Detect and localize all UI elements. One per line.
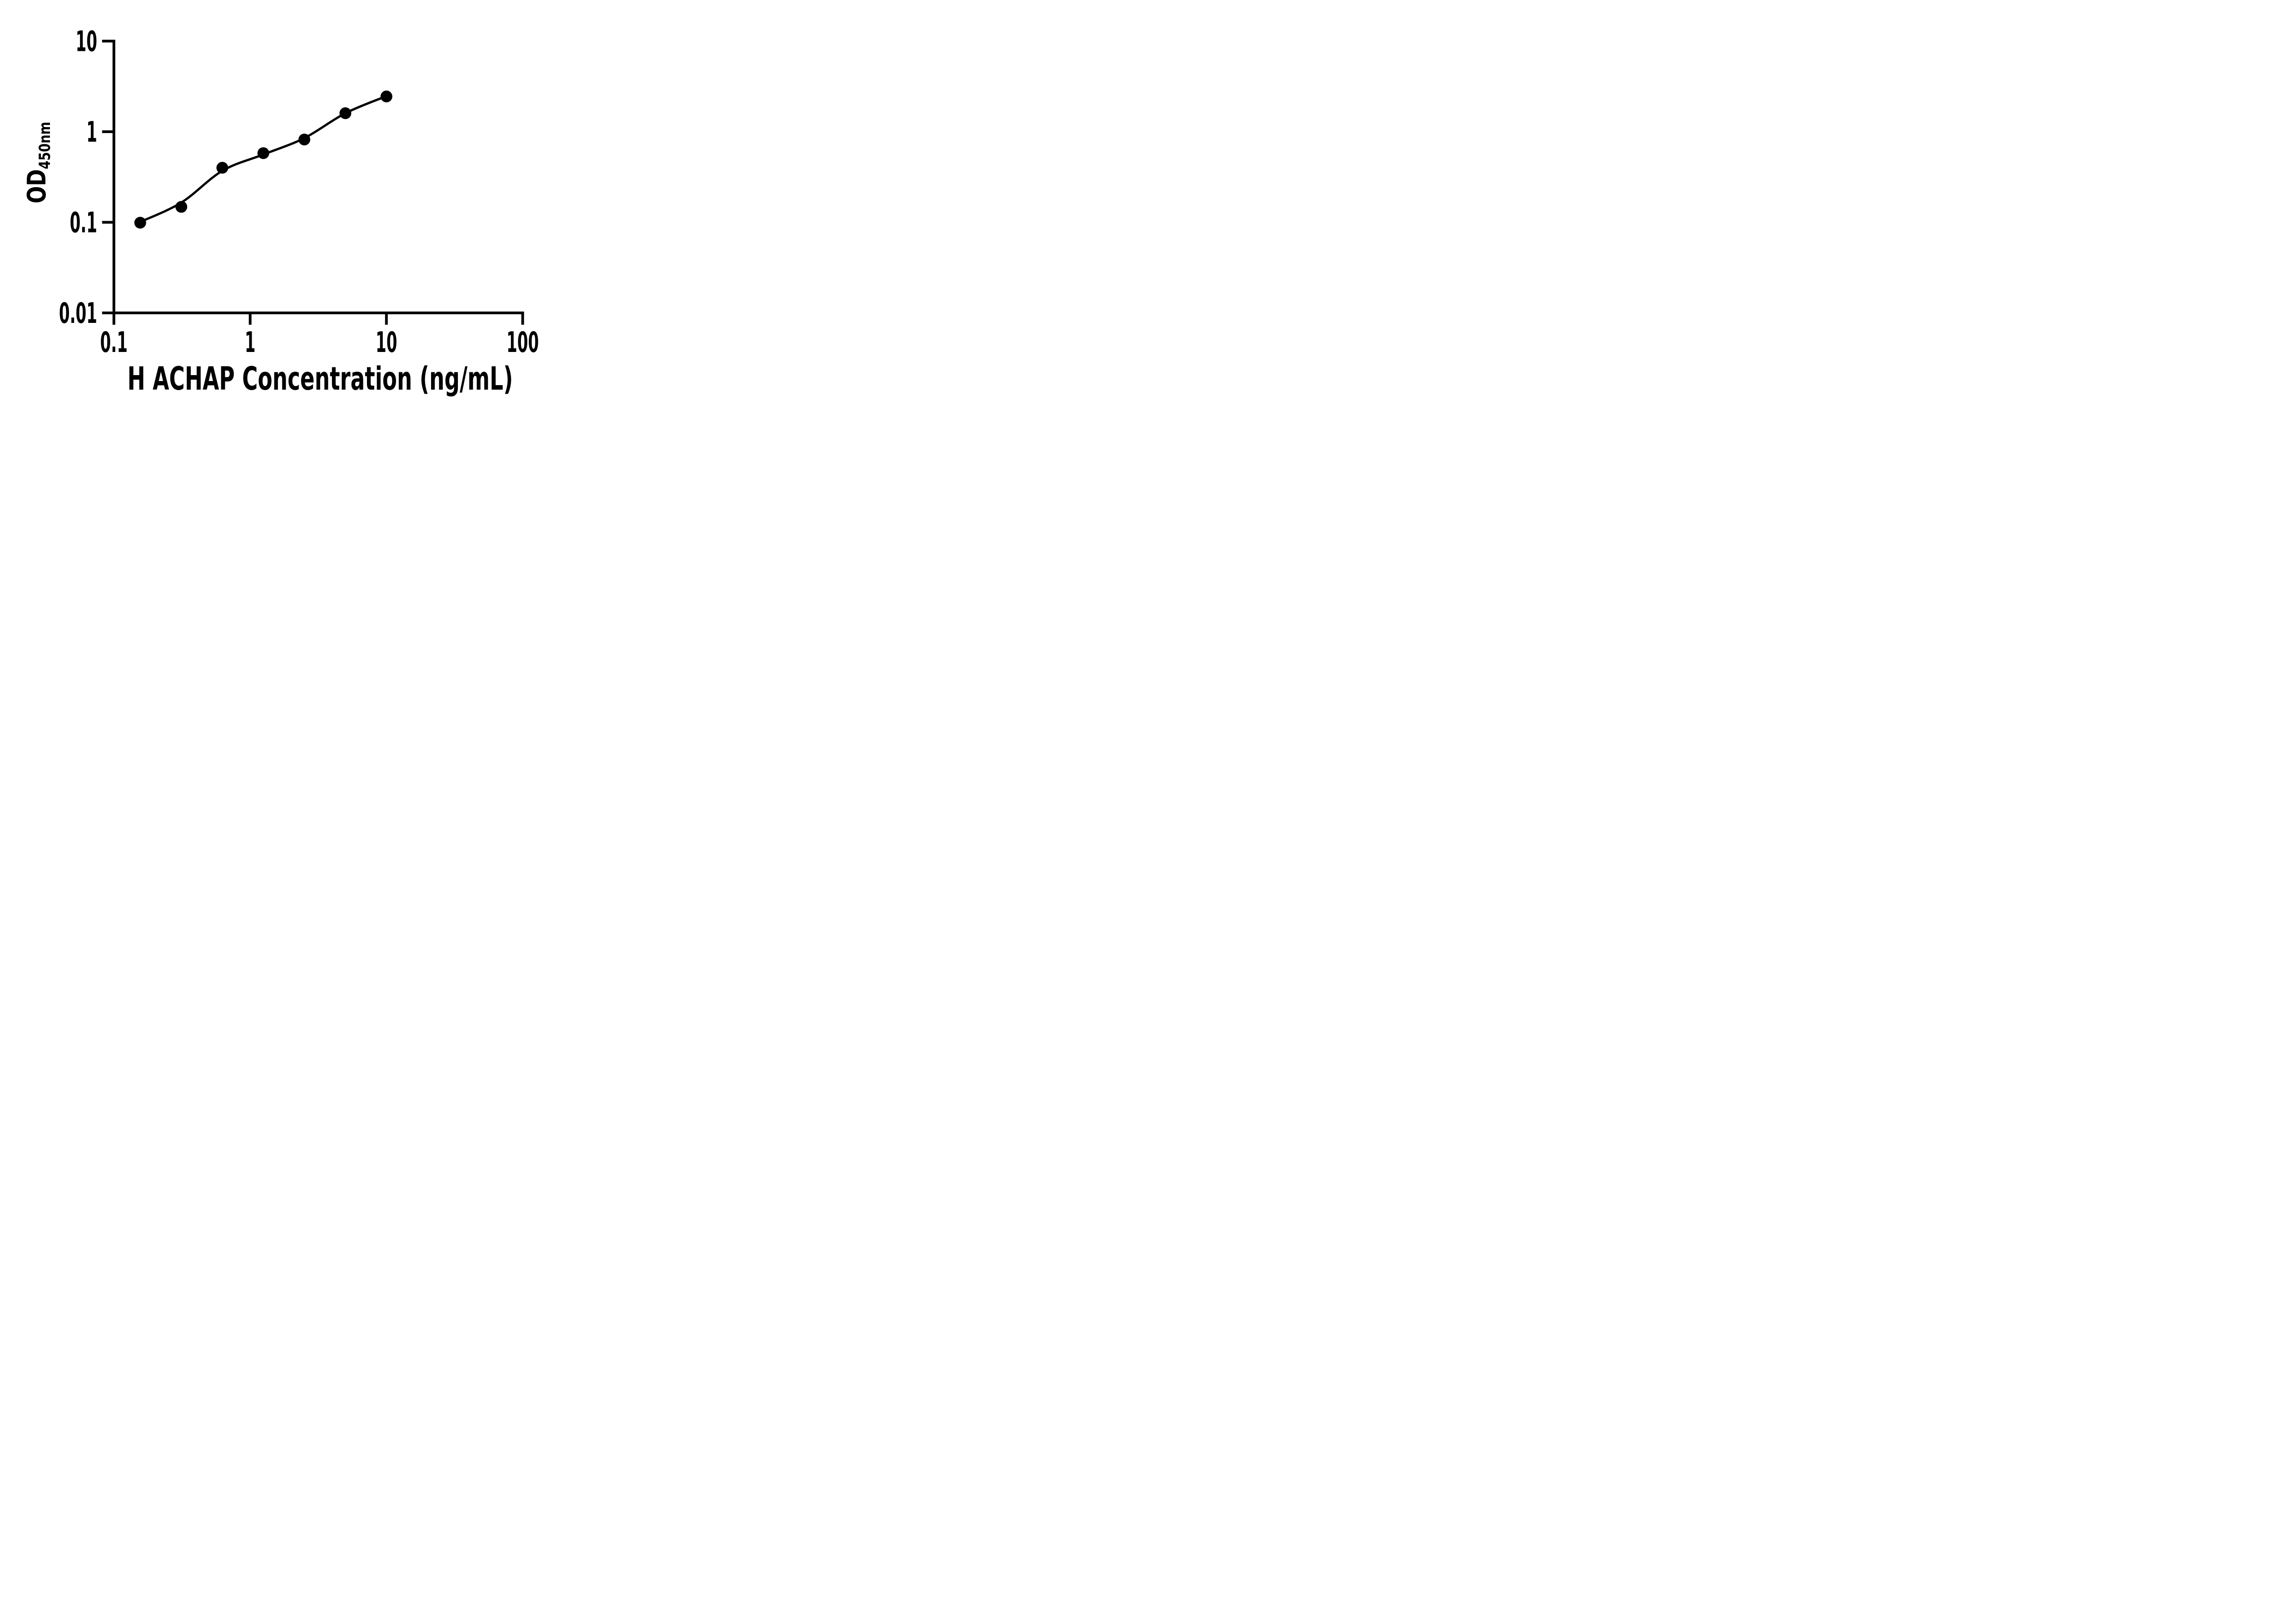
y-axis-title-main: OD: [22, 169, 52, 203]
data-point: [257, 147, 269, 159]
x-tick-label: 10: [376, 326, 397, 359]
data-point: [298, 134, 311, 146]
y-axis-title-subscript: 450nm: [36, 122, 54, 169]
x-tick-label: 1: [245, 326, 256, 359]
y-tick-label: 0.1: [70, 206, 97, 239]
data-point: [134, 217, 146, 229]
data-point: [175, 201, 188, 213]
x-axis-title: H ACHAP Concentration (ng/mL): [128, 360, 513, 397]
y-axis-tick-labels: 0.01 0.1 1 10: [59, 25, 97, 330]
data-point: [339, 107, 352, 119]
y-tick-label: 1: [86, 115, 97, 149]
x-tick-label: 0.1: [100, 326, 128, 359]
y-axis-ticks: [102, 40, 114, 314]
y-tick-label: 0.01: [59, 297, 97, 330]
x-axis-tick-labels: 0.1 1 10 100: [100, 326, 539, 359]
x-tick-label: 100: [506, 326, 539, 359]
x-axis-ticks: [112, 313, 524, 325]
y-tick-label: 10: [76, 25, 98, 58]
y-axis-title: OD450nm: [22, 122, 54, 203]
data-point: [216, 162, 228, 174]
data-point: [380, 90, 392, 103]
data-points: [134, 90, 392, 229]
elisa-standard-curve-figure: 0.01 0.1 1 10 0.1 1 10 100 H ACHAP Concentrati…: [0, 0, 587, 406]
